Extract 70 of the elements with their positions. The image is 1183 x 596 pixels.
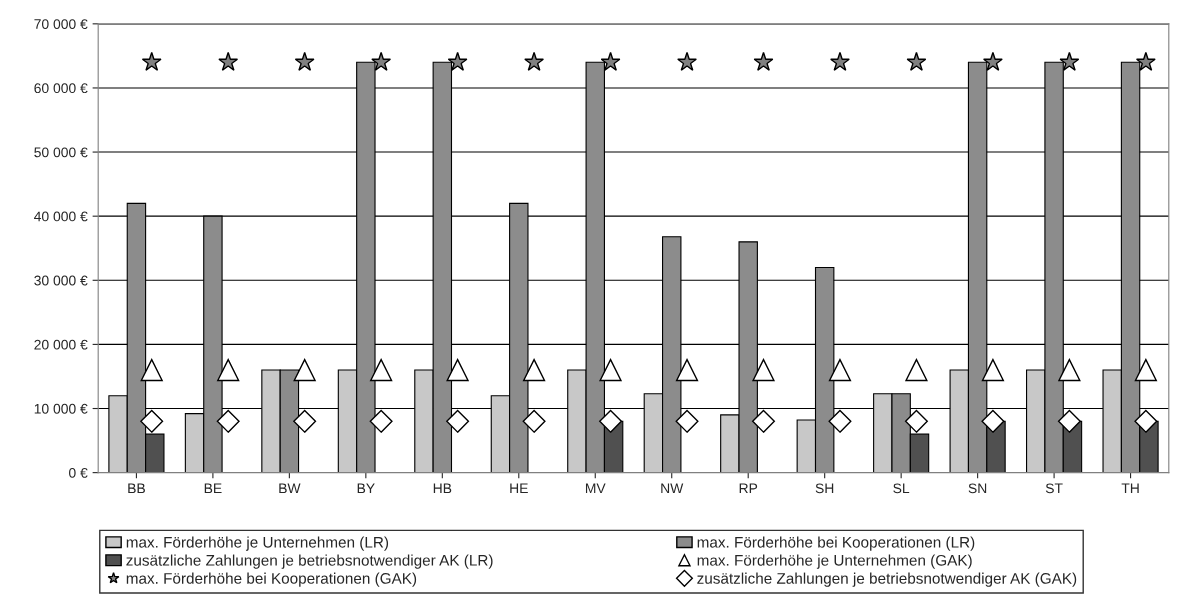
x-tick-label: TH [1121,483,1139,494]
point [1057,409,1081,433]
point [294,51,315,71]
point [293,358,316,382]
legend-label: max. Förderhöhe je Unternehmen (LR) [126,536,389,551]
point [675,358,699,382]
legend-label: zusätzliche Zahlungen je betriebsnotwendiger AK (LR) [126,554,493,569]
x-tick-label: BE [204,483,222,494]
x-tick-label: BY [357,483,375,494]
point [293,409,317,433]
point [446,358,469,382]
y-tick-label: 0 € [69,467,88,478]
point [216,409,240,433]
legend-label: max. Förderhöhe bei Kooperationen (LR) [697,536,975,551]
point [370,358,393,382]
point [524,51,545,71]
point [905,358,928,382]
legend-label: zusätzliche Zahlungen je betriebsnotwendiger AK (GAK) [697,572,1077,587]
y-tick-label: 20 000 € [34,339,88,350]
x-tick-label: HB [433,483,452,494]
point [675,409,699,433]
y-tick-label: 70 000 € [34,19,88,30]
y-tick-label: 50 000 € [34,147,88,158]
x-tick-label: ST [1045,483,1063,494]
x-tick-label: NW [661,483,684,494]
x-tick-label: SN [968,483,987,494]
x-tick-label: SL [893,483,910,494]
point [981,358,1005,382]
y-tick-label: 40 000 € [34,211,88,222]
point [217,358,240,382]
x-tick-label: HE [510,483,528,494]
point [1134,358,1157,382]
point [753,51,774,71]
point [981,409,1005,433]
point [830,51,850,71]
x-tick-label: SH [815,483,834,494]
point [828,358,852,382]
point [446,409,470,433]
point [1059,51,1080,71]
point [1135,51,1156,71]
point [599,358,622,382]
point [447,51,468,71]
x-tick-label: RP [739,483,758,494]
point [677,51,697,71]
point [218,51,239,71]
point [752,409,775,433]
point [752,358,775,382]
point [522,358,546,382]
point [141,51,162,71]
y-tick-label: 10 000 € [34,403,88,414]
point [369,409,393,433]
legend-label: max. Förderhöhe bei Kooperationen (GAK) [126,572,417,587]
x-tick-label: MV [585,483,606,494]
point [1134,409,1158,433]
point [371,51,392,71]
x-tick-label: BB [128,483,145,494]
point [599,409,623,433]
y-tick-label: 30 000 € [34,275,88,286]
point [600,51,621,71]
legend-label: max. Förderhöhe je Unternehmen (GAK) [697,554,972,569]
point [140,409,164,433]
point [828,409,852,433]
point [1058,358,1081,382]
point [906,51,927,71]
x-tick-label: BW [279,483,301,494]
y-tick-label: 60 000 € [34,83,88,94]
point [140,358,163,382]
point [982,51,1003,71]
point [904,409,928,433]
point [522,409,546,433]
